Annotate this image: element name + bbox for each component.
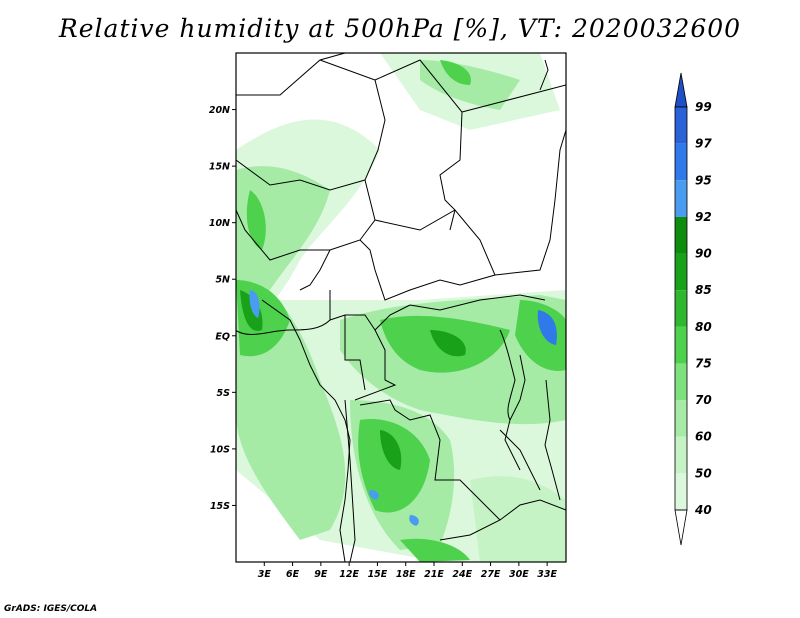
colorbar-level-label: 92 <box>695 210 712 224</box>
colorbar-level-label: 50 <box>695 466 712 480</box>
lon-tick-label: 12E <box>339 569 359 580</box>
colorbar-bottom-arrow <box>674 509 688 546</box>
colorbar-level-label: 99 <box>695 100 712 114</box>
lat-tick-label: 5N <box>215 275 230 286</box>
country-borders <box>236 53 566 562</box>
colorbar-level-label: 75 <box>695 356 712 370</box>
lon-tick-label: 9E <box>314 569 328 580</box>
colorbar-swatch <box>675 326 687 364</box>
lon-tick-label: 27E <box>481 569 501 580</box>
lon-tick-label: 24E <box>452 569 472 580</box>
colorbar-level-label: 60 <box>695 430 712 444</box>
humidity-field <box>236 53 566 562</box>
lat-tick-label: 15S <box>210 501 230 512</box>
lon-tick-label: 6E <box>286 569 300 580</box>
colorbar-swatch <box>675 290 687 327</box>
colorbar-level-label: 80 <box>695 320 712 334</box>
lat-tick-label: 10S <box>210 444 230 455</box>
colorbar-frame <box>674 106 688 511</box>
lat-tick-label: 5S <box>217 388 231 399</box>
colorbar-swatch <box>675 216 687 254</box>
map-title: Relative humidity at 500hPa [%], VT: 202… <box>58 14 742 43</box>
colorbar-swatch <box>675 143 687 181</box>
lat-tick-label: 10N <box>209 218 230 229</box>
colorbar: 99 97 95 92 90 85 80 75 70 60 50 40 <box>674 72 712 546</box>
colorbar-level-label: 40 <box>694 503 712 517</box>
lon-tick-label: 3E <box>258 569 272 580</box>
colorbar-top-arrow <box>674 72 688 108</box>
lon-tick-label: 15E <box>368 569 388 580</box>
lon-tick-label: 18E <box>396 569 416 580</box>
colorbar-swatch <box>675 400 687 437</box>
lat-tick-label: 20N <box>209 105 230 116</box>
colorbar-level-label: 85 <box>695 283 712 297</box>
longitude-axis: 3E 6E 9E 12E 15E 18E 21E 24E 27E 30E 33E <box>258 562 558 580</box>
colorbar-level-label: 95 <box>695 173 712 187</box>
coastline <box>261 59 549 562</box>
colorbar-swatch <box>675 473 687 510</box>
colorbar-swatch <box>675 363 687 401</box>
colorbar-swatch <box>675 253 687 291</box>
colorbar-swatch <box>675 436 687 474</box>
colorbar-swatch <box>675 180 687 217</box>
lon-tick-label: 30E <box>509 569 529 580</box>
colorbar-level-label: 97 <box>695 137 712 151</box>
lat-tick-label: 15N <box>209 162 230 173</box>
lon-tick-label: 21E <box>424 569 444 580</box>
lon-tick-label: 33E <box>537 569 557 580</box>
map-frame <box>235 52 567 563</box>
colorbar-swatch <box>675 107 687 144</box>
latitude-axis: 20N 15N 10N 5N EQ 5S 10S 15S <box>209 105 236 512</box>
colorbar-level-label: 90 <box>695 247 712 261</box>
lat-tick-label: EQ <box>215 331 230 342</box>
grads-credit: GrADS: IGES/COLA <box>4 604 98 614</box>
colorbar-level-label: 70 <box>695 393 712 407</box>
